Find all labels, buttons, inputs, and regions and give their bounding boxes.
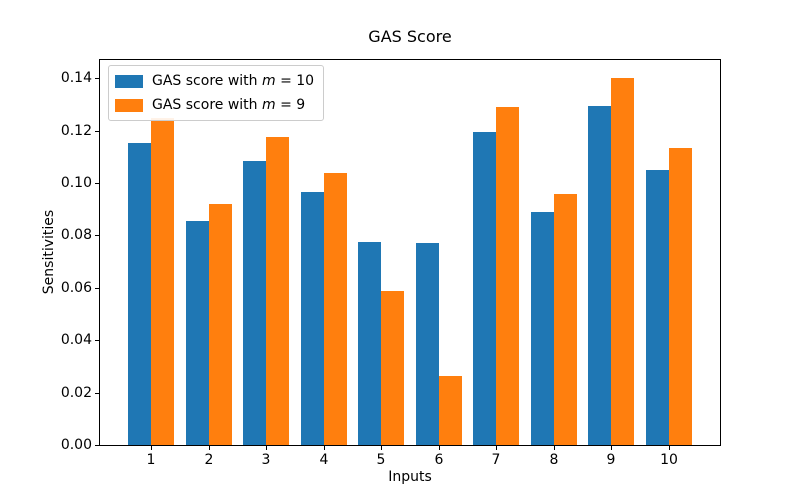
x-tick-mark [209, 446, 210, 450]
y-tick-label: 0.02 [60, 385, 92, 401]
x-tick-label: 5 [376, 452, 386, 468]
bar-series2-input8 [553, 193, 577, 445]
x-tick-mark [669, 446, 670, 450]
x-tick-label: 9 [606, 452, 616, 468]
spine-left [99, 59, 100, 446]
x-tick-label: 10 [660, 452, 678, 468]
y-tick-mark [95, 393, 99, 394]
y-tick-label: 0.00 [60, 437, 92, 453]
bar-series1-input2 [185, 221, 209, 445]
bar-series1-input9 [588, 105, 612, 445]
plot-area [100, 60, 720, 445]
bar-series1-input6 [415, 243, 439, 445]
x-tick-label: 4 [319, 452, 329, 468]
x-tick-mark [496, 446, 497, 450]
y-tick-mark [95, 183, 99, 184]
spine-right [720, 59, 721, 446]
bar-series1-input8 [530, 211, 554, 445]
y-tick-mark [95, 131, 99, 132]
bar-series2-input4 [323, 172, 347, 445]
chart-title: GAS Score [368, 27, 452, 46]
bar-series1-input7 [473, 132, 497, 445]
y-tick-mark [95, 288, 99, 289]
y-tick-mark [95, 235, 99, 236]
bar-series1-input1 [128, 142, 152, 445]
bar-series2-input5 [381, 290, 405, 445]
x-tick-mark [151, 446, 152, 450]
y-tick-mark [95, 445, 99, 446]
legend-swatch-m9 [115, 98, 143, 112]
x-tick-mark [554, 446, 555, 450]
y-tick-label: 0.04 [60, 332, 92, 348]
y-tick-label: 0.14 [60, 70, 92, 86]
x-tick-mark [381, 446, 382, 450]
x-tick-mark [324, 446, 325, 450]
legend-label-m10: GAS score with m = 10 [152, 73, 314, 89]
bar-series2-input2 [208, 204, 232, 445]
y-tick-mark [95, 340, 99, 341]
legend-item-m9: GAS score with m = 9 [115, 93, 314, 117]
bar-series1-input10 [645, 170, 669, 445]
x-tick-label: 1 [146, 452, 156, 468]
legend-label-m9: GAS score with m = 9 [152, 97, 305, 113]
spine-top [99, 59, 721, 60]
x-axis-label: Inputs [388, 469, 432, 485]
x-tick-label: 3 [261, 452, 271, 468]
legend-swatch-m10 [115, 74, 143, 88]
bar-series2-input3 [266, 137, 290, 445]
legend-item-m10: GAS score with m = 10 [115, 69, 314, 93]
bar-series1-input5 [358, 242, 382, 445]
bar-series2-input7 [496, 107, 520, 445]
x-tick-mark [266, 446, 267, 450]
x-tick-label: 8 [549, 452, 559, 468]
y-tick-mark [95, 78, 99, 79]
y-tick-label: 0.06 [60, 280, 92, 296]
legend-label-text: GAS score with [152, 73, 262, 89]
legend-label-var: m [261, 73, 276, 89]
legend-label-var: m [261, 97, 276, 113]
bar-series1-input3 [243, 160, 267, 445]
bar-series2-input1 [151, 117, 175, 445]
x-tick-mark [439, 446, 440, 450]
x-tick-label: 7 [491, 452, 501, 468]
spine-bottom [99, 445, 721, 446]
y-tick-label: 0.08 [60, 227, 92, 243]
legend: GAS score with m = 10 GAS score with m =… [108, 65, 325, 121]
bar-series2-input10 [668, 147, 692, 445]
x-tick-label: 6 [434, 452, 444, 468]
y-tick-label: 0.12 [60, 123, 92, 139]
bar-series2-input9 [611, 78, 635, 445]
x-tick-mark [611, 446, 612, 450]
legend-label-eq: = 9 [275, 97, 306, 113]
y-tick-label: 0.10 [60, 175, 92, 191]
bar-series2-input6 [438, 375, 462, 445]
x-tick-label: 2 [204, 452, 214, 468]
legend-label-text: GAS score with [152, 97, 262, 113]
bar-series1-input4 [300, 192, 324, 445]
legend-label-eq: = 10 [275, 73, 315, 89]
